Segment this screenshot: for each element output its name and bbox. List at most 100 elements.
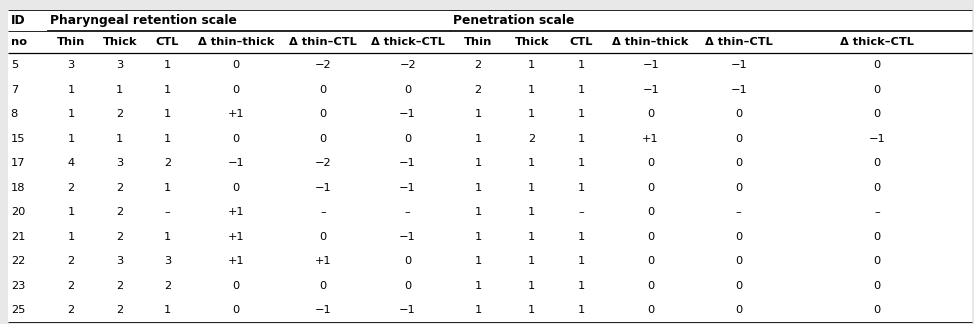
Text: −1: −1: [399, 183, 416, 192]
Text: 1: 1: [164, 183, 171, 192]
Text: 2: 2: [116, 305, 124, 315]
Text: 0: 0: [232, 281, 240, 291]
Text: 0: 0: [874, 60, 880, 70]
Text: Thin: Thin: [464, 37, 493, 47]
Text: 1: 1: [164, 133, 171, 144]
Text: −1: −1: [315, 183, 331, 192]
Text: 2: 2: [164, 281, 171, 291]
Text: −1: −1: [227, 158, 244, 168]
Text: Δ thin–CTL: Δ thin–CTL: [289, 37, 356, 47]
Text: −2: −2: [315, 60, 331, 70]
Text: 1: 1: [578, 305, 585, 315]
Text: Δ thin–thick: Δ thin–thick: [198, 37, 274, 47]
Text: 18: 18: [11, 183, 25, 192]
Text: CTL: CTL: [156, 37, 179, 47]
Text: 2: 2: [474, 60, 482, 70]
Text: −2: −2: [399, 60, 416, 70]
Text: 0: 0: [404, 256, 411, 266]
Text: 1: 1: [528, 183, 536, 192]
Text: 0: 0: [735, 256, 742, 266]
Text: 1: 1: [474, 133, 482, 144]
Text: 5: 5: [11, 60, 18, 70]
Text: 0: 0: [232, 85, 240, 95]
Text: 1: 1: [67, 109, 75, 119]
Text: 0: 0: [874, 183, 880, 192]
Text: 1: 1: [67, 85, 75, 95]
Text: 23: 23: [11, 281, 25, 291]
Text: 0: 0: [874, 158, 880, 168]
Text: 0: 0: [647, 207, 655, 217]
Text: 0: 0: [874, 85, 880, 95]
Text: 20: 20: [11, 207, 25, 217]
Text: 0: 0: [735, 158, 742, 168]
Text: 0: 0: [874, 232, 880, 242]
Text: 0: 0: [319, 109, 326, 119]
Text: CTL: CTL: [570, 37, 593, 47]
Text: 1: 1: [528, 281, 536, 291]
Text: 8: 8: [11, 109, 18, 119]
Text: −1: −1: [730, 60, 747, 70]
Text: 1: 1: [578, 133, 585, 144]
Text: −1: −1: [869, 133, 885, 144]
Text: 2: 2: [116, 109, 124, 119]
Text: 0: 0: [647, 109, 655, 119]
Text: 2: 2: [528, 133, 536, 144]
Text: 1: 1: [578, 232, 585, 242]
Text: 1: 1: [578, 256, 585, 266]
Text: 1: 1: [528, 232, 536, 242]
Text: 2: 2: [116, 183, 124, 192]
Text: Penetration scale: Penetration scale: [453, 14, 575, 27]
Text: 1: 1: [578, 60, 585, 70]
Text: −1: −1: [399, 232, 416, 242]
Text: 1: 1: [474, 256, 482, 266]
Text: −1: −1: [399, 305, 416, 315]
Text: 2: 2: [67, 183, 75, 192]
Text: 0: 0: [647, 256, 655, 266]
Text: 4: 4: [67, 158, 75, 168]
Text: 1: 1: [578, 85, 585, 95]
Text: 1: 1: [474, 305, 482, 315]
Text: 1: 1: [67, 133, 75, 144]
Text: 2: 2: [474, 85, 482, 95]
Text: Δ thin–thick: Δ thin–thick: [613, 37, 689, 47]
Text: 1: 1: [474, 207, 482, 217]
Text: 2: 2: [67, 305, 75, 315]
Text: 1: 1: [474, 183, 482, 192]
Text: 0: 0: [735, 232, 742, 242]
Text: 25: 25: [11, 305, 25, 315]
Text: 0: 0: [874, 305, 880, 315]
Text: +1: +1: [642, 133, 659, 144]
Text: 0: 0: [319, 232, 326, 242]
Text: 3: 3: [116, 158, 124, 168]
Text: Thick: Thick: [102, 37, 137, 47]
Text: 7: 7: [11, 85, 18, 95]
Text: 0: 0: [735, 183, 742, 192]
Text: +1: +1: [227, 232, 244, 242]
Text: 1: 1: [474, 158, 482, 168]
Text: 0: 0: [647, 281, 655, 291]
Text: 1: 1: [528, 109, 536, 119]
Text: 1: 1: [578, 158, 585, 168]
Text: 1: 1: [528, 207, 536, 217]
Text: –: –: [736, 207, 741, 217]
Text: 0: 0: [232, 60, 240, 70]
Text: 2: 2: [116, 232, 124, 242]
Text: 0: 0: [735, 109, 742, 119]
Text: 3: 3: [164, 256, 171, 266]
Text: −1: −1: [399, 109, 416, 119]
Text: 1: 1: [528, 256, 536, 266]
Text: 1: 1: [164, 85, 171, 95]
Text: 2: 2: [67, 281, 75, 291]
Text: 0: 0: [319, 133, 326, 144]
Text: 3: 3: [67, 60, 75, 70]
Text: Δ thick–CTL: Δ thick–CTL: [371, 37, 444, 47]
Text: 1: 1: [474, 109, 482, 119]
Text: +1: +1: [227, 109, 244, 119]
Text: Thick: Thick: [514, 37, 549, 47]
Text: no: no: [11, 37, 26, 47]
Text: +1: +1: [315, 256, 331, 266]
Text: 21: 21: [11, 232, 25, 242]
Text: 2: 2: [116, 281, 124, 291]
Text: 1: 1: [578, 281, 585, 291]
Text: 1: 1: [528, 85, 536, 95]
